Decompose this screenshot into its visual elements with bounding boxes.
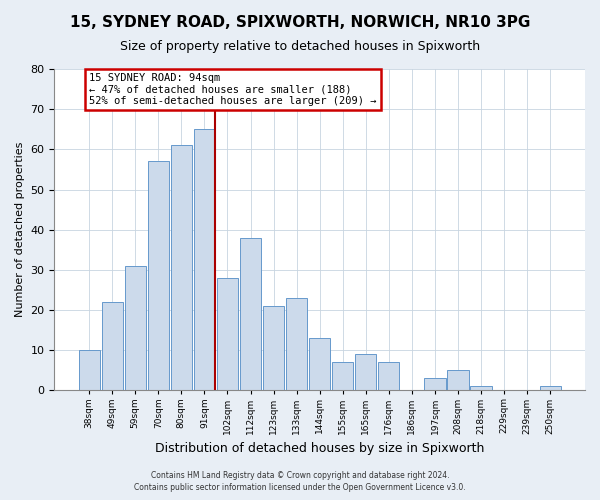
- Bar: [171, 146, 192, 390]
- Y-axis label: Number of detached properties: Number of detached properties: [15, 142, 25, 318]
- Bar: [125, 266, 146, 390]
- Bar: [539, 386, 561, 390]
- Bar: [194, 130, 215, 390]
- Text: Contains HM Land Registry data © Crown copyright and database right 2024.
Contai: Contains HM Land Registry data © Crown c…: [134, 471, 466, 492]
- Text: 15, SYDNEY ROAD, SPIXWORTH, NORWICH, NR10 3PG: 15, SYDNEY ROAD, SPIXWORTH, NORWICH, NR1…: [70, 15, 530, 30]
- Bar: [424, 378, 446, 390]
- Text: 15 SYDNEY ROAD: 94sqm
← 47% of detached houses are smaller (188)
52% of semi-det: 15 SYDNEY ROAD: 94sqm ← 47% of detached …: [89, 73, 377, 106]
- Bar: [309, 338, 331, 390]
- Bar: [470, 386, 492, 390]
- Bar: [148, 162, 169, 390]
- Bar: [240, 238, 261, 390]
- Bar: [263, 306, 284, 390]
- Bar: [286, 298, 307, 390]
- Bar: [101, 302, 123, 390]
- Bar: [378, 362, 400, 390]
- Bar: [217, 278, 238, 390]
- Text: Size of property relative to detached houses in Spixworth: Size of property relative to detached ho…: [120, 40, 480, 53]
- Bar: [355, 354, 376, 391]
- X-axis label: Distribution of detached houses by size in Spixworth: Distribution of detached houses by size …: [155, 442, 484, 455]
- Bar: [79, 350, 100, 391]
- Bar: [448, 370, 469, 390]
- Bar: [332, 362, 353, 390]
